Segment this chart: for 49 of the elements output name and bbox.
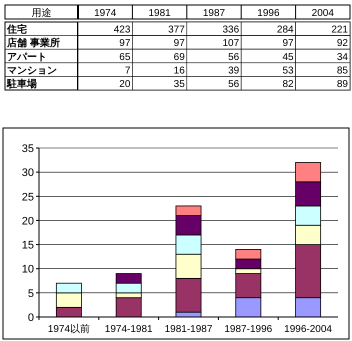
data-label: 82 — [282, 79, 294, 90]
x-tick-label: 1987-1996 — [224, 324, 273, 335]
y-tick-label: 35 — [22, 143, 34, 155]
data-label: 336 — [222, 24, 240, 36]
data-label: 69 — [174, 52, 186, 63]
data-label: 45 — [282, 52, 294, 63]
x-tick-label: 1981-1987 — [164, 324, 213, 335]
x-tick-label: 2004 — [312, 8, 334, 19]
x-tick-label: 1987 — [202, 8, 226, 19]
data-label: 34 — [336, 52, 348, 63]
y-tick-label: 25 — [22, 191, 34, 204]
data-label: 56 — [228, 79, 240, 90]
data-label: 16 — [174, 65, 186, 76]
data-label: 107 — [222, 38, 240, 50]
y-tick-label: 5 — [28, 288, 34, 300]
data-label: 35 — [174, 79, 186, 90]
data-label: 56 — [228, 52, 240, 63]
y-tick-label: 10 — [22, 264, 34, 276]
data-label: 89 — [336, 79, 348, 90]
data-label: 284 — [276, 24, 294, 36]
x-tick-label: 1996-2004 — [284, 324, 332, 335]
x-tick-label: 1974 — [94, 8, 117, 19]
y-tick-label: 0 — [28, 312, 34, 324]
y-tick-label: 20 — [22, 215, 34, 228]
y-tick-label: 駐車場 — [6, 78, 37, 90]
x-tick-label: 1974以前 — [48, 323, 90, 335]
y-tick-label: 住宅 — [6, 24, 27, 36]
data-label: 97 — [282, 38, 294, 50]
y-tick-label: 店舗 事業所 — [6, 37, 60, 50]
data-label: 20 — [119, 79, 131, 90]
data-label: 85 — [336, 65, 348, 76]
x-tick-label: 1996 — [257, 8, 280, 19]
y-tick-label: 30 — [22, 167, 34, 180]
data-label: 7 — [124, 65, 131, 76]
x-tick-label: 1981 — [148, 8, 172, 19]
data-label: 423 — [114, 24, 131, 36]
data-label: 53 — [282, 65, 294, 76]
y-tick-label: マンション — [7, 65, 57, 76]
data-label: 377 — [168, 24, 186, 36]
y-axis-title: 用途 — [32, 7, 52, 19]
data-label: 221 — [331, 24, 348, 36]
y-tick-label: 15 — [22, 240, 34, 252]
data-label: 97 — [174, 38, 186, 50]
data-label: 97 — [119, 38, 131, 50]
y-tick-label: アパート — [7, 52, 47, 63]
data-label: 65 — [119, 52, 131, 63]
data-label: 92 — [336, 38, 348, 50]
x-tick-label: 1974-1981 — [104, 324, 154, 335]
data-label: 39 — [228, 65, 240, 76]
